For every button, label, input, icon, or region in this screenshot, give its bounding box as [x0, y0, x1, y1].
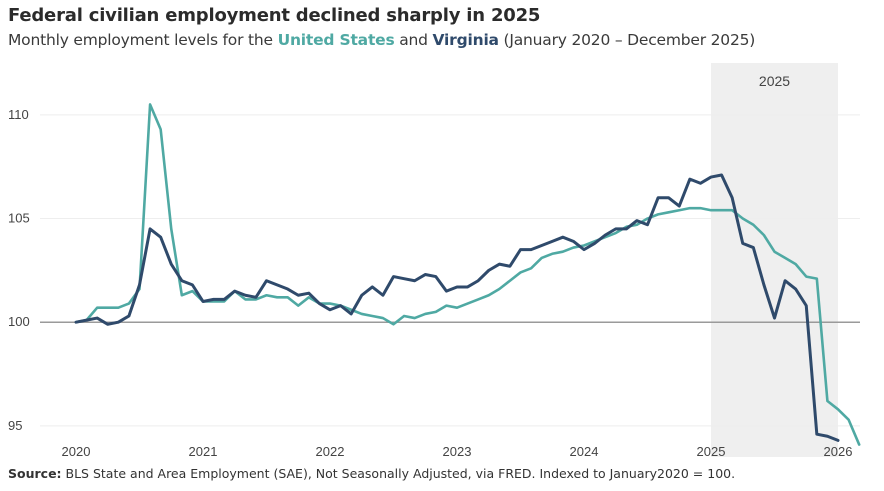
source-note: Source: BLS State and Area Employment (S… [8, 466, 735, 481]
y-tick-label: 100 [8, 314, 30, 329]
x-tick-label-2023: 2023 [443, 444, 472, 459]
x-tick-label-2025: 2025 [697, 444, 726, 459]
chart-title: Federal civilian employment declined sha… [8, 5, 541, 26]
x-tick-label-2024: 2024 [570, 444, 599, 459]
y-tick-label: 110 [8, 107, 29, 122]
highlight-label: 2025 [759, 73, 790, 89]
x-tick-label-2021: 2021 [189, 444, 218, 459]
x-tick-label-2020: 2020 [62, 444, 91, 459]
subtitle-mid: and [394, 31, 433, 49]
subtitle-va-label: Virginia [432, 31, 499, 49]
subtitle-prefix: Monthly employment levels for the [8, 31, 278, 49]
source-label: Source: [8, 466, 62, 481]
y-tick-label: 105 [8, 211, 30, 226]
subtitle-suffix: (January 2020 – December 2025) [498, 31, 756, 49]
series-line-virginia [74, 173, 840, 442]
y-tick-label: 95 [8, 418, 22, 433]
x-tick-label-2022: 2022 [316, 444, 345, 459]
highlight-band-2025 [711, 63, 838, 457]
x-tick-label-2026: 2026 [824, 444, 853, 459]
source-text: BLS State and Area Employment (SAE), Not… [61, 466, 736, 481]
subtitle-us-label: United States [277, 31, 395, 49]
chart-subtitle: Monthly employment levels for the United… [8, 31, 755, 49]
